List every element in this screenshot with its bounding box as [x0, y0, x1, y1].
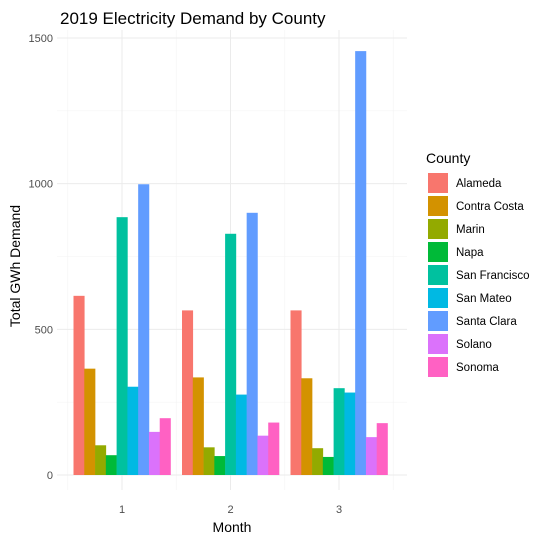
y-tick-label: 500 — [35, 324, 53, 336]
bar-napa-month-1 — [105, 455, 117, 475]
y-tick-label: 0 — [47, 470, 53, 482]
legend-item-san-mateo: San Mateo — [428, 288, 512, 308]
y-axis-ticks: 0 500 1000 1500 — [29, 33, 53, 482]
legend-label: San Mateo — [456, 293, 512, 305]
legend: County Alameda Contra Costa Marin Napa San F… — [426, 150, 530, 377]
bar-solano-month-2 — [257, 435, 269, 475]
legend-swatch — [428, 173, 448, 193]
bar-marin-month-3 — [312, 448, 324, 475]
legend-item-napa: Napa — [428, 242, 484, 262]
bar-solano-month-3 — [365, 437, 378, 475]
x-tick-label: 1 — [119, 504, 125, 516]
legend-swatch — [428, 196, 448, 216]
bar-san-francisco-month-3 — [333, 388, 345, 475]
legend-item-santa-clara: Santa Clara — [428, 311, 517, 331]
bar-santa-clara-month-3 — [355, 51, 367, 476]
y-tick-label: 1500 — [29, 33, 53, 45]
bars — [73, 51, 388, 476]
legend-item-sonoma: Sonoma — [428, 357, 499, 377]
bar-contra-costa-month-1 — [84, 368, 96, 475]
legend-swatch — [428, 219, 448, 239]
x-axis-ticks: 1 2 3 — [119, 504, 342, 516]
legend-label: Solano — [456, 339, 492, 351]
legend-label: Sonoma — [456, 362, 499, 374]
legend-item-solano: Solano — [428, 334, 492, 354]
bar-solano-month-1 — [148, 431, 161, 475]
bar-alameda-month-2 — [182, 310, 194, 475]
legend-item-san-francisco: San Francisco — [428, 265, 530, 285]
bar-san-francisco-month-2 — [225, 233, 237, 475]
legend-label: Alameda — [456, 178, 502, 190]
legend-item-contra-costa: Contra Costa — [428, 196, 524, 216]
bar-santa-clara-month-2 — [246, 212, 258, 476]
bar-alameda-month-1 — [73, 295, 85, 475]
bar-san-mateo-month-2 — [235, 394, 247, 475]
legend-label: Napa — [456, 247, 484, 259]
chart-title: 2019 Electricity Demand by County — [60, 9, 326, 28]
legend-label: Contra Costa — [456, 201, 524, 213]
bar-napa-month-2 — [214, 456, 226, 475]
legend-label: San Francisco — [456, 270, 530, 282]
legend-swatch — [428, 265, 448, 285]
bar-san-francisco-month-1 — [116, 217, 128, 476]
bar-alameda-month-3 — [290, 310, 302, 475]
bar-san-mateo-month-3 — [344, 392, 356, 475]
legend-swatch — [428, 334, 448, 354]
legend-label: Santa Clara — [456, 316, 517, 328]
bar-sonoma-month-2 — [268, 422, 280, 475]
bar-contra-costa-month-3 — [301, 378, 313, 475]
bar-marin-month-1 — [95, 445, 107, 475]
legend-swatch — [428, 242, 448, 262]
legend-item-marin: Marin — [428, 219, 485, 239]
x-tick-label: 3 — [336, 504, 342, 516]
bar-san-mateo-month-1 — [127, 386, 139, 475]
x-tick-label: 2 — [227, 504, 233, 516]
legend-swatch — [428, 288, 448, 308]
legend-title: County — [426, 150, 470, 166]
legend-item-alameda: Alameda — [428, 173, 502, 193]
x-axis-title: Month — [213, 519, 252, 535]
legend-swatch — [428, 357, 448, 377]
bar-napa-month-3 — [322, 456, 334, 475]
legend-label: Marin — [456, 224, 485, 236]
legend-items: Alameda Contra Costa Marin Napa San Francisc… — [428, 173, 530, 377]
y-axis-title: Total GWh Demand — [7, 205, 23, 327]
bar-marin-month-2 — [203, 447, 215, 475]
bar-santa-clara-month-1 — [138, 184, 150, 475]
legend-swatch — [428, 311, 448, 331]
bar-sonoma-month-1 — [159, 418, 171, 475]
y-tick-label: 1000 — [29, 179, 53, 191]
bar-contra-costa-month-2 — [192, 377, 204, 475]
bar-sonoma-month-3 — [376, 423, 388, 475]
